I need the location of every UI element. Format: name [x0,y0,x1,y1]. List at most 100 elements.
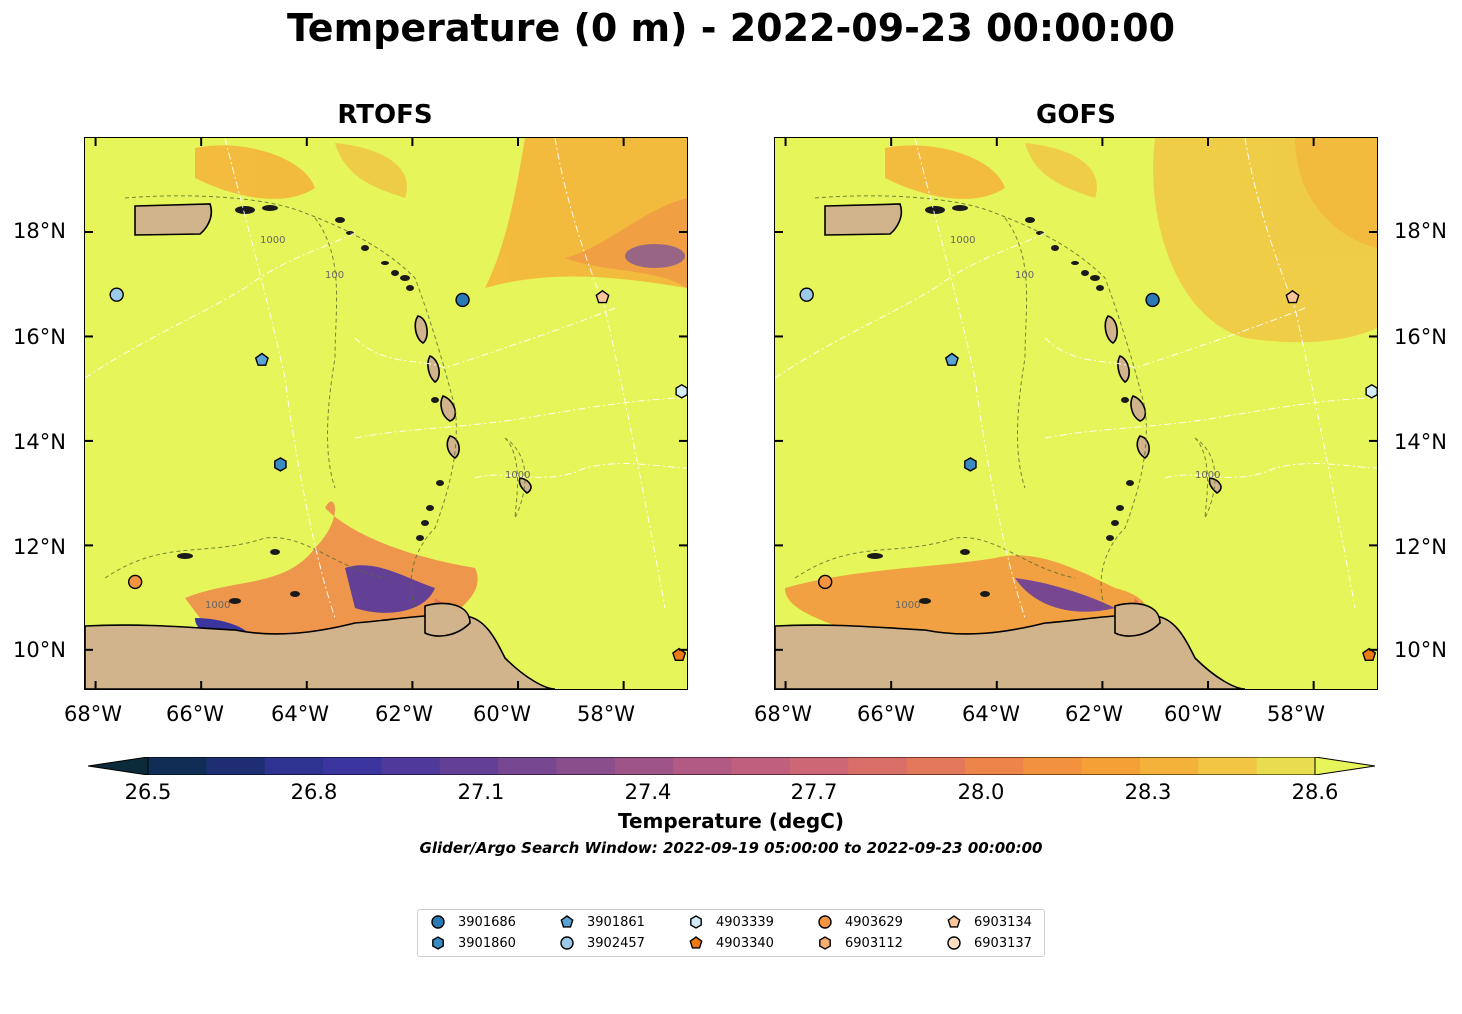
float-marker-4903629[interactable] [817,574,833,590]
float-marker-3901860[interactable] [964,457,977,472]
figure-title: Temperature (0 m) - 2022-09-23 00:00:00 [286,6,1176,50]
legend-marker[interactable] [947,936,961,950]
legend-item-3901861: 3901861 [559,914,645,930]
float-marker-3901860[interactable] [274,457,287,472]
lon-tick-label: 62°W [1065,702,1123,726]
lon-tick-label: 58°W [577,702,635,726]
legend-item-3901860: 3901860 [430,935,516,951]
legend-marker[interactable] [819,936,831,950]
legend-label: 6903112 [845,935,903,951]
legend-label: 4903339 [716,914,774,930]
axis-ticks [775,138,1377,689]
map-canvas: 1000 100 1000 1000 [775,138,1377,689]
colorbar-segment [206,757,266,775]
lon-tick-label: 60°W [473,702,531,726]
lon-tick-label: 64°W [271,702,329,726]
small-islands [867,205,1134,604]
legend-marker[interactable] [432,936,444,950]
float-marker-3901686[interactable] [1145,292,1160,308]
lat-tick-label: 16°N [13,325,66,349]
legend-marker[interactable] [818,915,832,929]
legend-label: 6903134 [974,914,1032,930]
land-masses [85,203,556,689]
eez-boundaries [775,138,1377,619]
circle-marker-icon [431,915,445,929]
axis-ticks [85,138,687,689]
float-marker-4903340[interactable] [1362,647,1377,661]
small-islands [177,205,444,604]
lat-tick-label: 18°N [13,219,66,243]
float-marker-4903340[interactable] [672,647,687,661]
float-marker-6903134[interactable] [595,289,610,304]
colorbar-segment [1198,757,1258,775]
colorbar-tick-label: 26.8 [290,780,338,804]
float-marker-4903339[interactable] [675,383,687,399]
contour-label: 100 [1015,270,1034,281]
colorbar-segment [1256,757,1316,775]
contour-label: 1000 [895,600,920,611]
contour-label: 1000 [1195,470,1220,481]
float-marker-4903339[interactable] [1365,383,1377,399]
lon-tick-label: 64°W [962,702,1020,726]
colorbar-bar [87,756,1376,776]
float-marker-6903134[interactable] [1285,289,1300,304]
colorbar-segment [498,757,557,775]
colorbar-segment [964,757,1024,775]
legend-label: 4903340 [716,935,774,951]
float-legend: 3901686 3901860 3901861 3902457 4903339 49033… [417,909,1045,957]
hexagon-marker-icon [819,936,831,950]
map-rtofs[interactable]: 1000 100 1000 1000 [84,137,688,690]
colorbar-segment [439,757,499,775]
float-marker-3901861[interactable] [254,352,269,366]
colorbar [87,756,1376,776]
float-markers [109,287,687,661]
bathymetry-contours [794,195,1216,609]
legend-marker[interactable] [947,915,961,928]
circle-marker-icon [818,915,832,929]
legend-item-3901686: 3901686 [430,914,516,930]
lat-tick-label: 12°N [13,535,66,559]
colorbar-extend-high [1314,756,1376,776]
colorbar-tick-label: 28.6 [1291,780,1339,804]
lon-tick-label: 58°W [1267,702,1325,726]
map-gofs[interactable]: 1000 100 1000 1000 [774,137,1378,690]
lat-tick-label: 10°N [1394,638,1447,662]
float-marker-4903629[interactable] [127,574,143,590]
colorbar-tick-label: 27.4 [624,780,672,804]
warm-water-patches [885,138,1377,343]
colorbar-segment [789,757,849,775]
legend-item-4903339: 4903339 [688,914,774,930]
float-marker-3902457[interactable] [109,287,124,302]
colorbar-extend-low [87,756,149,776]
float-marker-3902457[interactable] [799,287,814,302]
legend-label: 6903137 [974,935,1032,951]
legend-marker[interactable] [560,915,574,928]
lon-tick-label: 68°W [754,702,812,726]
colorbar-segment [1081,757,1141,775]
legend-marker[interactable] [689,936,703,949]
contour-label: 1000 [950,235,975,246]
legend-item-6903134: 6903134 [946,914,1032,930]
lat-tick-label: 12°N [1394,535,1447,559]
colorbar-segment [323,757,382,775]
float-markers [799,287,1377,661]
legend-label: 3902457 [587,935,645,951]
colorbar-segment [556,757,616,775]
legend-label: 4903629 [845,914,903,930]
hexagon-marker-icon [432,936,444,950]
float-marker-3901686[interactable] [455,292,470,308]
legend-marker[interactable] [690,915,702,929]
lat-tick-label: 14°N [1394,430,1447,454]
pentagon-marker-icon [689,936,703,949]
float-marker-3901861[interactable] [944,352,959,366]
legend-marker[interactable] [431,915,445,929]
legend-marker[interactable] [560,936,574,950]
pentagon-marker-icon [560,915,574,928]
land-masses [775,203,1246,689]
legend-label: 3901686 [458,914,516,930]
legend-item-4903629: 4903629 [817,914,903,930]
map-canvas: 1000 100 1000 1000 [85,138,687,689]
colorbar-title: Temperature (degC) [618,809,844,833]
colorbar-segment [614,757,674,775]
colorbar-tick-label: 27.7 [790,780,838,804]
